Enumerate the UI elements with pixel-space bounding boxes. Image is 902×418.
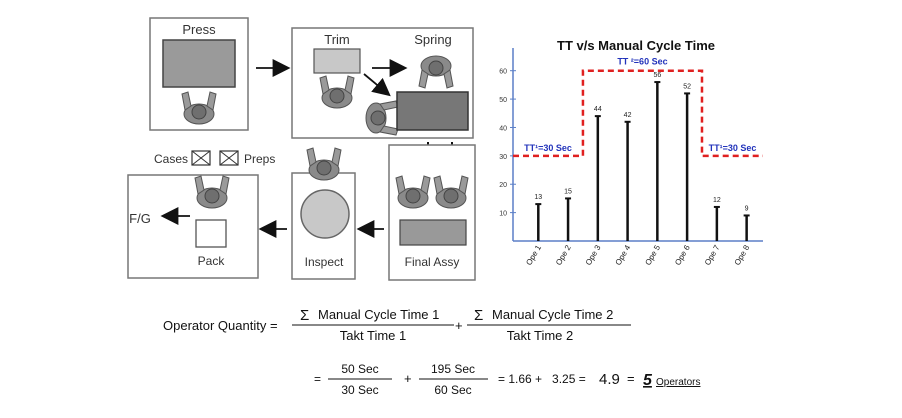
y-tick-label: 30	[499, 154, 507, 161]
y-tick-label: 10	[499, 211, 507, 218]
takt-label: TT¹=30 Sec	[709, 143, 757, 153]
takt-label: TT ²=60 Sec	[617, 57, 667, 67]
arrow-trim-down	[363, 73, 391, 97]
takt-time-line	[513, 69, 763, 158]
data-label: 52	[683, 83, 691, 90]
data-label: 12	[713, 197, 721, 204]
x-tick-label: Ope 6	[673, 243, 692, 267]
denominator-1: Takt Time 1	[340, 328, 406, 343]
chart-title: TT v/s Manual Cycle Time	[557, 38, 715, 53]
result: 4.9	[599, 371, 620, 388]
trim-machine	[313, 48, 361, 74]
d2: 60 Sec	[434, 383, 471, 397]
fg-label: F/G	[129, 211, 151, 226]
formula-lhs: Operator Quantity =	[163, 318, 278, 333]
eq-sign-1: =	[314, 372, 321, 386]
chart: TT v/s Manual Cycle Time 10 20 30 40 50 60 TT…	[499, 38, 763, 267]
final-assy-machine	[399, 219, 467, 246]
numerator-2: Manual Cycle Time 2	[492, 307, 613, 322]
eq-sign-2: =	[627, 371, 635, 386]
n1: 50 Sec	[341, 362, 378, 376]
plus-2: +	[404, 371, 412, 386]
data-label: 56	[653, 72, 661, 79]
takt-label: TT¹=30 Sec	[524, 143, 572, 153]
cases-box-icon	[191, 150, 211, 166]
sigma-2: Σ	[474, 307, 483, 324]
x-tick-label: Ope 8	[733, 243, 752, 267]
data-label: 9	[745, 205, 749, 212]
final-assy-label: Final Assy	[405, 255, 460, 269]
data-label: 15	[564, 188, 572, 195]
d1: 30 Sec	[341, 383, 378, 397]
workflow-diagram: Press Trim Spring Final Assy Inspect	[127, 17, 476, 281]
x-tick-label: Ope 3	[584, 243, 603, 267]
x-tick-label: Ope 5	[643, 243, 662, 267]
y-tick-label: 50	[499, 97, 507, 104]
operator-count: 5	[643, 372, 653, 389]
y-tick-label: 20	[499, 182, 507, 189]
x-tick-label: Ope 7	[703, 243, 722, 267]
data-label: 13	[534, 194, 542, 201]
spring-label: Spring	[414, 32, 452, 47]
formula: Operator Quantity = Σ Manual Cycle Time …	[163, 307, 700, 397]
preps-label: Preps	[244, 152, 275, 166]
pack-table	[195, 219, 227, 248]
x-tick-label: Ope 4	[614, 243, 633, 267]
sigma-1: Σ	[300, 307, 309, 324]
data-label: 44	[594, 106, 602, 113]
inspect-operator-icon	[306, 147, 342, 181]
pack-label: Pack	[198, 254, 226, 268]
preps-box-icon	[219, 150, 239, 166]
spring-machine	[396, 91, 469, 131]
plus-1: +	[455, 318, 463, 333]
y-tick-label: 40	[499, 125, 507, 132]
trim-label: Trim	[324, 32, 350, 47]
cases-label: Cases	[154, 152, 188, 166]
data-label: 42	[624, 112, 632, 119]
press-machine	[162, 39, 236, 88]
x-tick-label: Ope 1	[524, 243, 543, 267]
x-tick-label: Ope 2	[554, 243, 573, 267]
final-assy-station	[388, 144, 476, 281]
calc: = 1.66 + 3.25 =	[498, 372, 586, 386]
denominator-2: Takt Time 2	[507, 328, 573, 343]
pack-station	[127, 174, 259, 279]
press-label: Press	[182, 22, 216, 37]
n2: 195 Sec	[431, 362, 475, 376]
y-tick-label: 60	[499, 69, 507, 76]
operators-label: Operators	[656, 377, 700, 388]
inspect-label: Inspect	[305, 255, 344, 269]
inspect-table	[300, 189, 350, 239]
numerator-1: Manual Cycle Time 1	[318, 307, 439, 322]
